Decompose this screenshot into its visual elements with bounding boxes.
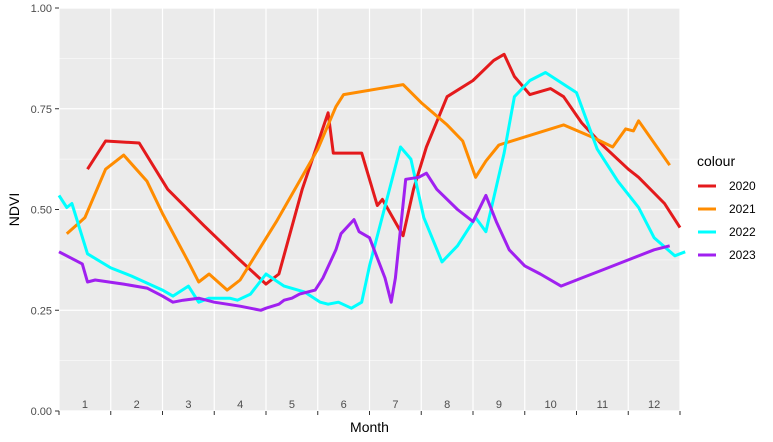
series-line-2021 (65, 83, 671, 292)
x-category-label: 1 (82, 399, 88, 411)
x-category-label: 4 (237, 399, 243, 411)
y-tick-label: 0.75 (31, 104, 52, 116)
plot-panel (58, 7, 681, 412)
legend-title: colour (697, 153, 735, 169)
axes: 0.000.250.500.751.001 2 3 4 5 6 7 8 9 10 11 12Month… (6, 3, 681, 435)
series-line-2022 (57, 71, 686, 310)
y-tick-label: 1.00 (31, 3, 52, 15)
x-category-label: 6 (341, 399, 347, 411)
x-category-label: 5 (289, 399, 295, 411)
series-line-2023 (58, 171, 671, 312)
legend-label-2021: 2021 (729, 202, 756, 216)
x-category-label: 11 (597, 399, 608, 411)
x-category-label: 2 (134, 399, 140, 411)
x-category-label: 3 (185, 399, 191, 411)
x-category-label: 7 (392, 399, 398, 411)
x-category-label: 10 (545, 399, 557, 411)
x-axis-title: Month (350, 419, 389, 435)
legend-label-2020: 2020 (729, 179, 756, 193)
x-category-label: 8 (444, 399, 450, 411)
y-axis-title: NDVI (6, 193, 22, 226)
legend-label-2022: 2022 (729, 225, 756, 239)
series-lines (57, 52, 686, 312)
y-tick-label: 0.50 (31, 205, 52, 217)
y-tick-label: 0.25 (31, 305, 52, 317)
x-category-label: 9 (496, 399, 502, 411)
legend-label-2023: 2023 (729, 248, 756, 262)
legend: colour 2020 2021 2022 2023 (697, 153, 756, 265)
series-line-2020 (86, 52, 682, 286)
y-tick-label: 0.00 (31, 406, 52, 418)
x-category-label: 12 (648, 399, 660, 411)
